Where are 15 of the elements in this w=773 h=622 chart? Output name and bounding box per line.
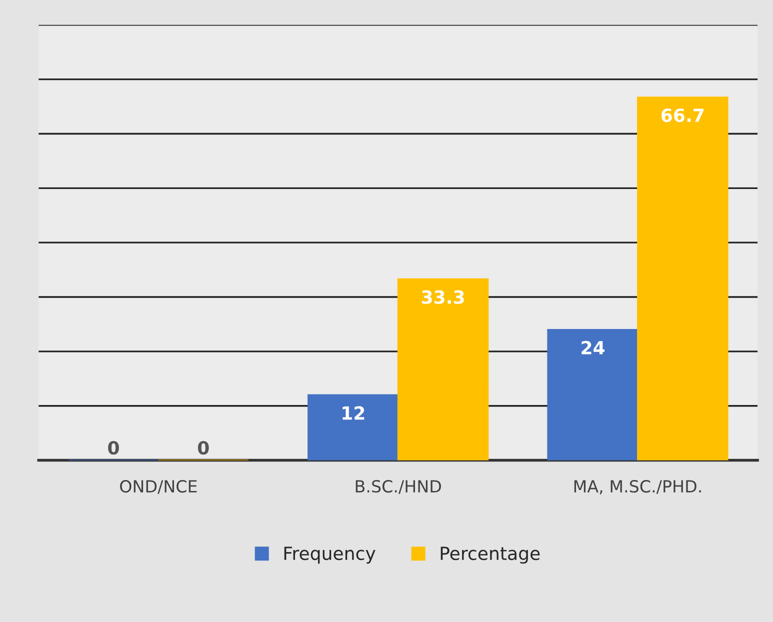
legend-label: Frequency (284, 546, 376, 564)
data-label: 0 (108, 440, 119, 455)
data-label: 0 (198, 440, 209, 455)
x-tick-label: MA, M.SC./PHD. (574, 480, 701, 494)
legend-label: Percentage (440, 546, 540, 564)
bar (397, 278, 489, 460)
data-label: 33.3 (422, 290, 464, 304)
data-label: 12 (342, 406, 364, 420)
bar (547, 328, 638, 460)
x-tick-label: B.SC./HND (356, 480, 441, 494)
data-label: 66.7 (662, 108, 704, 122)
x-tick-label: OND/NCE (120, 480, 197, 494)
bar (637, 96, 728, 460)
bar (308, 394, 399, 460)
data-label: 24 (582, 340, 605, 354)
